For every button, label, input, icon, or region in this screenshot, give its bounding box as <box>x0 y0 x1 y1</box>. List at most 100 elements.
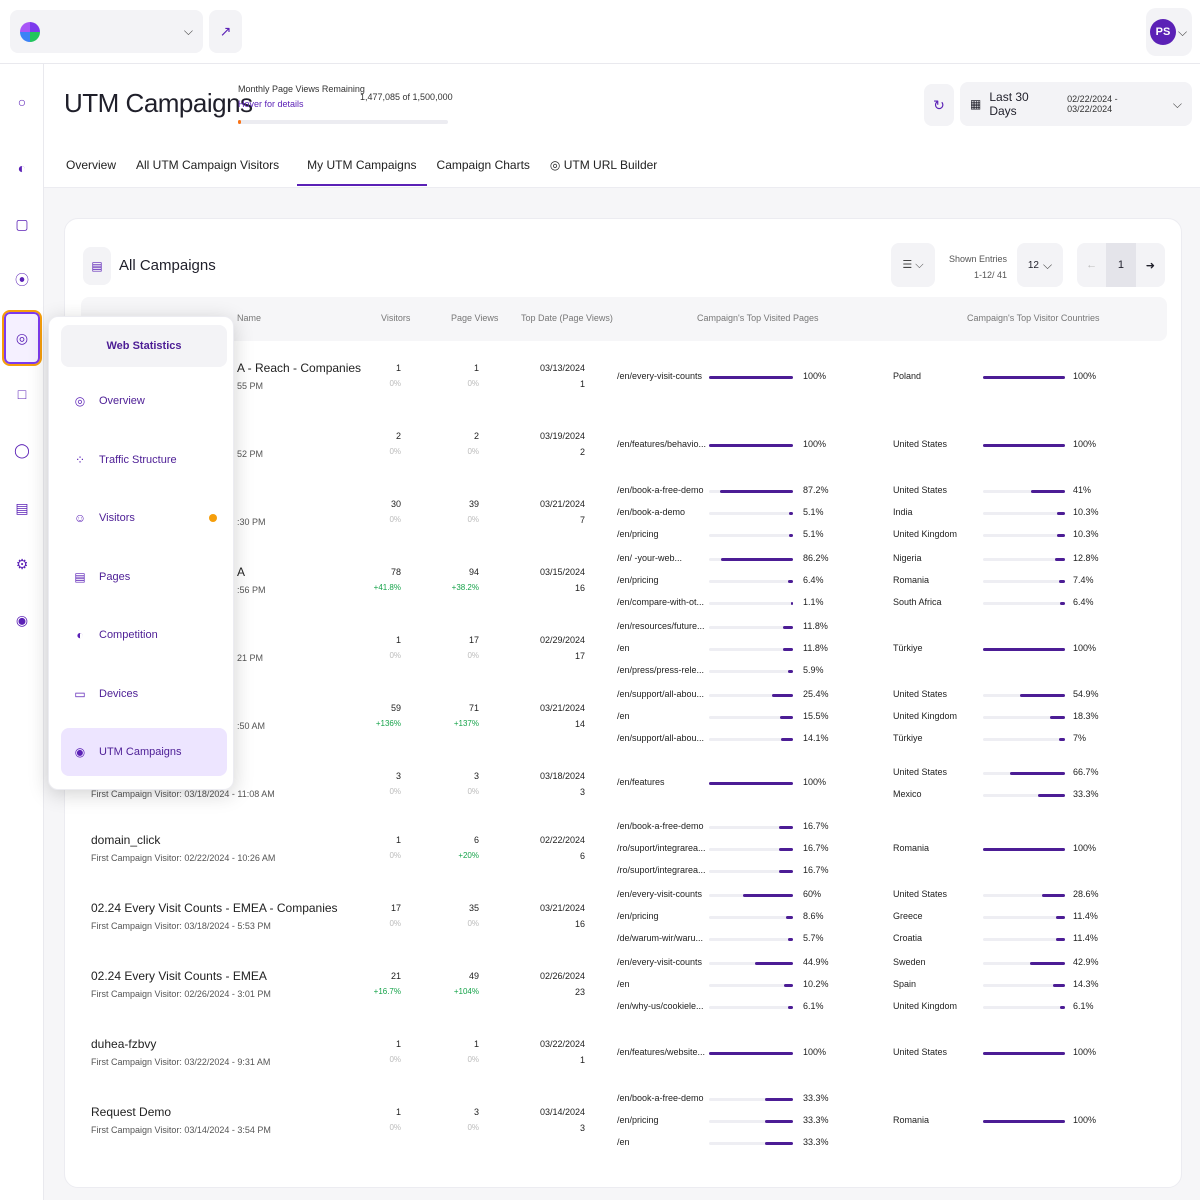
tab-all-utm-campaign-visitors[interactable]: All UTM Campaign Visitors <box>136 158 280 172</box>
campaign-name[interactable]: domain_click <box>91 833 161 847</box>
pageviews-progress-fill <box>238 120 242 124</box>
menu-item-devices[interactable]: ▭ Devices <box>61 670 227 718</box>
country-bar <box>983 894 1065 897</box>
website-selector[interactable]: ⌵ <box>10 10 203 53</box>
country-bar <box>983 1120 1065 1123</box>
visitors-value: 21 <box>390 971 401 981</box>
page-label: /en/support/all-abou... <box>617 689 705 699</box>
page-bar <box>709 870 793 873</box>
chat-icon[interactable]: □ <box>17 386 27 402</box>
pageviews-change: 0% <box>467 447 479 456</box>
next-page-icon[interactable]: ➜ <box>1145 259 1155 272</box>
refresh-button[interactable]: ↻ <box>924 84 954 126</box>
campaign-name[interactable]: 02.24 Every Visit Counts - EMEA - Compan… <box>91 901 338 915</box>
country-label: Croatia <box>893 933 923 943</box>
top-date-value: 6 <box>579 851 585 861</box>
shopping-bag-icon[interactable]: ▢ <box>15 215 29 232</box>
visitors-value: 1 <box>395 1039 401 1049</box>
first-visitor: First Campaign Visitor: 03/18/2024 - 5:5… <box>91 921 271 931</box>
page-item: /en 10.2% <box>617 979 843 993</box>
page-percent: 33.3% <box>803 1115 829 1125</box>
menu-item-pages[interactable]: ▤ Pages <box>61 553 227 601</box>
current-page[interactable]: 1 <box>1106 243 1136 287</box>
country-bar <box>983 772 1065 775</box>
visitors-change: 0% <box>389 379 401 388</box>
campaign-name[interactable]: Request Demo <box>91 1105 172 1119</box>
open-website-button[interactable]: ↗ <box>209 10 242 53</box>
menu-item-traffic-structure[interactable]: ⁘ Traffic Structure <box>61 436 227 484</box>
page-percent: 6.1% <box>803 1001 824 1011</box>
table-row[interactable]: 52 PM 2 0% 2 0% 03/19/2024 2/en/features/behav… <box>65 427 1183 491</box>
table-row[interactable]: domain_click First Campaign Visitor: 02/2… <box>65 821 1183 895</box>
page-bar <box>709 602 793 605</box>
web-statistics-icon[interactable]: ◎ <box>2 310 42 366</box>
campaign-name[interactable]: A - Reach - Companies <box>237 361 362 375</box>
pageviews-hover-link[interactable]: Hover for details <box>238 99 304 109</box>
country-bar <box>983 694 1065 697</box>
campaign-name[interactable]: 02.24 Every Visit Counts - EMEA <box>91 969 267 983</box>
menu-item-label: Pages <box>99 570 131 583</box>
top-date: 03/21/2024 <box>539 703 585 713</box>
col-visitors[interactable]: Visitors <box>381 313 411 323</box>
visitors-change: 0% <box>389 515 401 524</box>
clipboard-icon[interactable]: ▤ <box>15 499 29 516</box>
account-icon[interactable]: ◉ <box>15 611 29 628</box>
menu-item-competition[interactable]: ◐ Competition <box>61 611 227 659</box>
table-row[interactable]: Request Demo First Campaign Visitor: 03/1… <box>65 1093 1183 1167</box>
table-row[interactable]: A - Reach - Companies 55 PM 1 0% 1 0% 03/13/20… <box>65 359 1183 423</box>
network-icon: ⁘ <box>74 452 86 467</box>
user-menu-button[interactable]: PS ⌵ <box>1146 8 1192 56</box>
menu-header: Web Statistics <box>61 325 227 367</box>
web-statistics-menu: Web Statistics ◎ Overview ⁘ Traffic Structu… <box>48 316 234 790</box>
table-row[interactable]: First Campaign Visitor: 03/18/2024 - 11:… <box>65 767 1183 831</box>
campaign-name[interactable]: duhea-fzbvy <box>91 1037 157 1051</box>
date-range-selector[interactable]: ▦ Last 30 Days 02/22/2024 - 03/22/2024 ⌵ <box>960 82 1192 126</box>
settings-icon[interactable]: ⚙ <box>15 555 29 572</box>
menu-item-utm-campaigns[interactable]: ◉ UTM Campaigns <box>61 728 227 776</box>
page-percent: 5.9% <box>803 665 824 675</box>
shield-icon[interactable]: ◯ <box>14 441 30 458</box>
table-row[interactable]: duhea-fzbvy First Campaign Visitor: 03/22… <box>65 1035 1183 1099</box>
country-item: Croatia 11.4% <box>893 933 1113 947</box>
prev-page-icon[interactable]: ← <box>1086 259 1098 271</box>
top-date-value: 16 <box>574 919 585 929</box>
date-range: 02/22/2024 - 03/22/2024 <box>1067 94 1118 114</box>
country-bar <box>983 602 1065 605</box>
shown-entries-range: 1-12/ 41 <box>973 270 1007 280</box>
page-bar-fill <box>719 490 793 493</box>
column-filter-button[interactable]: ☰ ⌵ <box>891 243 935 287</box>
analytics-icon[interactable]: ◐ <box>17 160 27 176</box>
col-name[interactable]: Name <box>237 313 262 323</box>
page-label: /de/warum-wir/waru... <box>617 933 704 943</box>
home-icon[interactable]: ○ <box>17 94 27 110</box>
table-row[interactable]: 02.24 Every Visit Counts - EMEA - Compan… <box>65 889 1183 963</box>
country-item: Türkiye 100% <box>893 643 1113 657</box>
tab-overview[interactable]: Overview <box>66 158 117 172</box>
table-row[interactable]: 02.24 Every Visit Counts - EMEA First Cam… <box>65 957 1183 1031</box>
tab-my-utm-campaigns[interactable]: My UTM Campaigns <box>297 152 427 186</box>
country-item: United States 100% <box>893 1047 1113 1061</box>
tab-utm-url-builder[interactable]: ◎ UTM URL Builder <box>548 152 667 186</box>
sidebar: ○ ◐ ▢ ⦿ ◎ □ ◯ ▤ ⚙ ◉ <box>0 64 44 1200</box>
col-pageviews[interactable]: Page Views <box>451 313 499 323</box>
country-item: Sweden 42.9% <box>893 957 1113 971</box>
visitors-value: 59 <box>390 703 401 713</box>
table-row[interactable]: :50 AM 59 +136% 71 +137% 03/21/2024 14/en/supp… <box>65 689 1183 763</box>
country-bar <box>983 984 1065 987</box>
tab-campaign-charts[interactable]: Campaign Charts <box>436 158 530 172</box>
page-percent: 14.1% <box>803 733 829 743</box>
page-bar-fill <box>709 376 793 379</box>
page-bar <box>709 534 793 537</box>
entries-per-page-select[interactable]: 12 ⌵ <box>1017 243 1063 287</box>
visitors-change: 0% <box>389 447 401 456</box>
country-item: United Kingdom 10.3% <box>893 529 1113 543</box>
col-top-date[interactable]: Top Date (Page Views) <box>521 313 613 323</box>
menu-item-visitors[interactable]: ☺ Visitors <box>61 494 227 542</box>
page-item: /en/ -your-web... 86.2% <box>617 553 843 567</box>
table-row[interactable]: 21 PM 1 0% 17 0% 02/29/2024 17/en/resources/fu… <box>65 621 1183 695</box>
campaign-name[interactable]: A <box>237 565 246 579</box>
table-row[interactable]: :30 PM 30 0% 39 0% 03/21/2024 7/en/book-a-free… <box>65 485 1183 559</box>
table-row[interactable]: A:56 PM 78 +41.8% 94 +38.2% 03/15/2024 16/en/ … <box>65 553 1183 627</box>
menu-item-overview[interactable]: ◎ Overview <box>61 377 227 425</box>
audience-icon[interactable]: ⦿ <box>15 272 29 288</box>
